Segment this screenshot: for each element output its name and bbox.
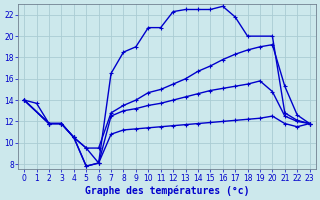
X-axis label: Graphe des températures (°c): Graphe des températures (°c) <box>85 185 249 196</box>
